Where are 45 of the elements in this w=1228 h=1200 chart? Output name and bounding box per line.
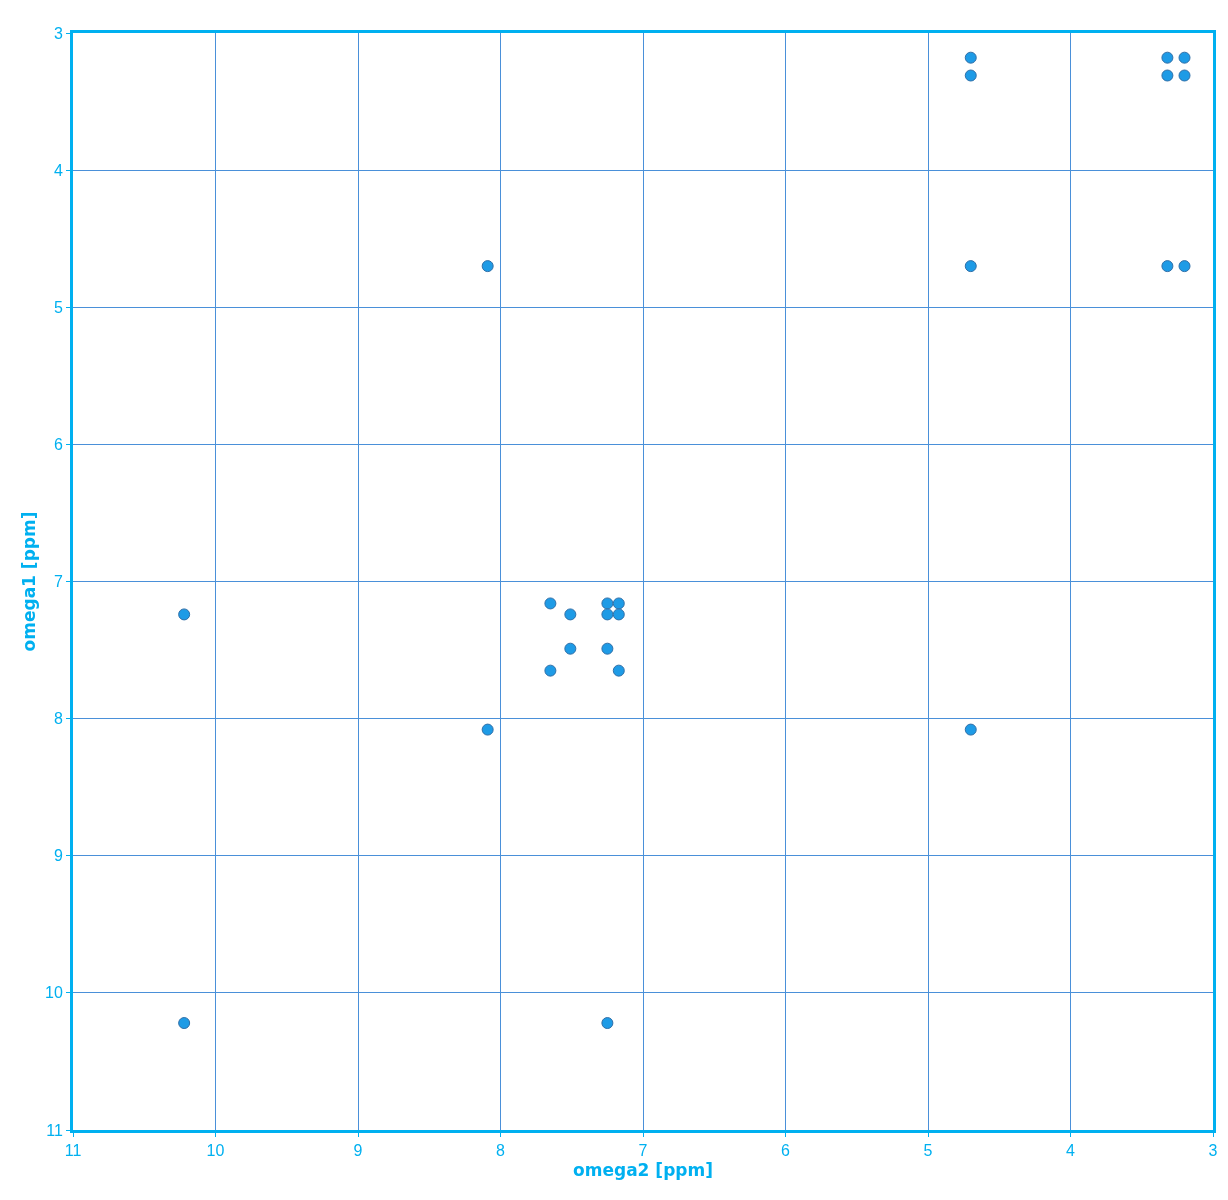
x-tick-label: 3	[1208, 1142, 1218, 1160]
point	[612, 597, 625, 610]
point	[544, 664, 557, 677]
y-tick-label: 8	[53, 710, 63, 728]
point	[964, 260, 977, 273]
point	[1161, 69, 1174, 82]
x-tick-label: 5	[923, 1142, 933, 1160]
x-tick-label: 8	[496, 1142, 506, 1160]
point	[178, 1017, 191, 1030]
x-axis-title: omega2 [ppm]	[573, 1159, 713, 1180]
y-tick-label: 10	[45, 984, 63, 1002]
point	[601, 642, 614, 655]
point	[964, 51, 977, 64]
point	[564, 642, 577, 655]
y-axis-title: omega1 [ppm]	[18, 511, 39, 652]
y-tick-label: 11	[46, 1121, 63, 1139]
point	[964, 723, 977, 736]
y-tick-label: 7	[53, 573, 63, 591]
y-tick-label: 5	[53, 298, 63, 316]
x-tick-label: 6	[781, 1142, 791, 1160]
point	[1161, 260, 1174, 273]
point	[1178, 69, 1191, 82]
x-tick-label: 7	[638, 1142, 648, 1160]
x-tick-label: 10	[206, 1142, 225, 1160]
point	[601, 608, 614, 621]
point	[1178, 51, 1191, 64]
point	[564, 608, 577, 621]
point	[612, 664, 625, 677]
x-tick-label: 4	[1066, 1142, 1076, 1160]
point	[178, 608, 191, 621]
y-tick-label: 9	[53, 847, 63, 865]
y-tick-label: 3	[53, 24, 63, 42]
y-tick-label: 6	[53, 435, 63, 453]
point	[1178, 260, 1191, 273]
point	[612, 608, 625, 621]
point	[481, 723, 494, 736]
point	[601, 1017, 614, 1030]
point	[964, 69, 977, 82]
point	[1161, 51, 1174, 64]
point	[481, 260, 494, 273]
x-tick-label: 11	[64, 1142, 82, 1160]
point	[601, 597, 614, 610]
x-tick-label: 9	[353, 1142, 363, 1160]
y-tick-label: 4	[53, 161, 63, 179]
point	[544, 597, 557, 610]
